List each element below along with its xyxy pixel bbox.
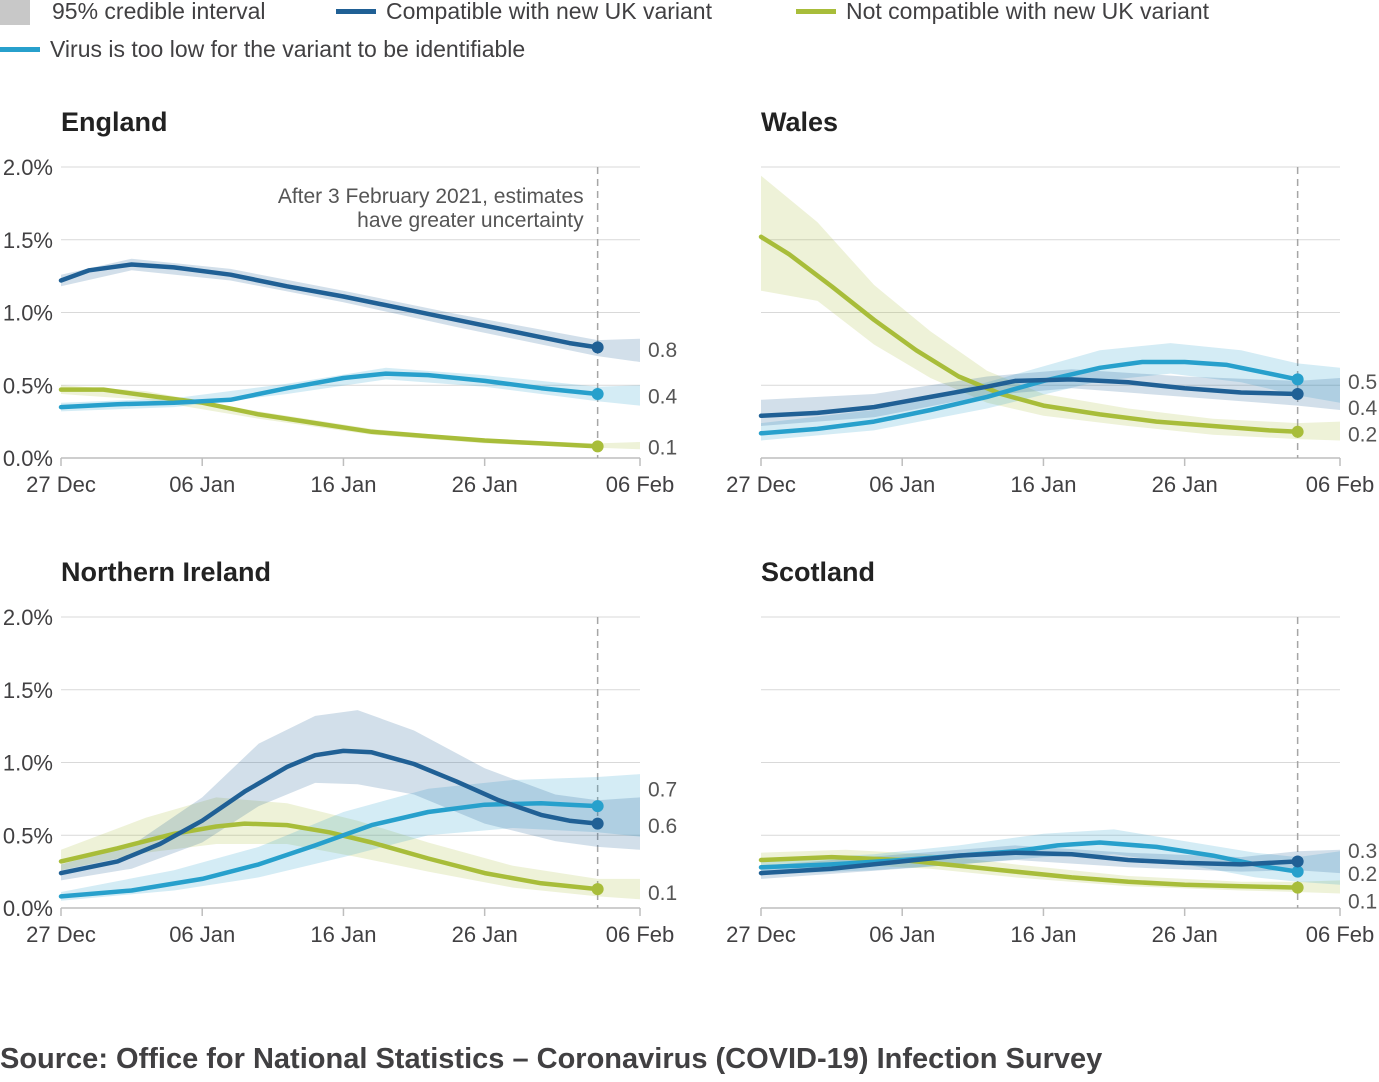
panel-england: England 0.0% 0.5% 1.0% 1.5% 2.0% 27 Dec 06 Jan 1… [3, 107, 678, 497]
y-tick-label: 0.5% [3, 373, 53, 398]
x-tick-label: 26 Jan [1152, 472, 1218, 497]
compatible-band [61, 710, 640, 881]
y-tick-label: 2.0% [3, 605, 53, 630]
end-value-label: 0.5 [1348, 371, 1377, 394]
not-compatible-line [58, 387, 600, 449]
compatible-line [758, 377, 1300, 419]
panel-wales: Wales 27 Dec 06 Jan 16 Jan 26 Jan 06 Feb 0.5 0.… [726, 107, 1377, 497]
end-value-label: 0.8 [648, 339, 677, 362]
x-tick-label: 06 Feb [1306, 922, 1375, 947]
end-value-label: 0.1 [648, 882, 677, 905]
too-low-line [58, 371, 600, 410]
too-low-end-point [591, 387, 604, 400]
too-low-line [758, 840, 1300, 874]
end-value-label: 0.6 [648, 815, 677, 838]
panel-title: Scotland [761, 557, 875, 587]
not-compatible-end-point [1291, 425, 1304, 438]
x-tick-label: 27 Dec [26, 922, 96, 947]
x-tick-label: 26 Jan [1152, 922, 1218, 947]
not-compatible-end-point [591, 440, 604, 453]
x-tick-label: 16 Jan [310, 922, 376, 947]
compatible-band [761, 845, 1340, 879]
credible-interval-swatch [0, 0, 30, 25]
compatible-swatch [336, 9, 376, 14]
compatible-end-point [591, 817, 604, 830]
compatible-line [58, 748, 600, 876]
compatible-line [758, 850, 1300, 876]
legend-item-too-low: Virus is too low for the variant to be i… [0, 36, 525, 63]
too-low-band [761, 829, 1340, 885]
annotation-text: have greater uncertainty [357, 209, 584, 232]
end-value-label: 0.1 [648, 436, 677, 459]
compatible-band [61, 258, 640, 362]
too-low-end-point [1291, 373, 1304, 386]
y-tick-label: 0.5% [3, 823, 53, 848]
not-compatible-end-point [1291, 881, 1304, 894]
legend: 95% credible interval Compatible with ne… [0, 0, 1379, 70]
x-tick-label: 16 Jan [310, 472, 376, 497]
source-note: Source: Office for National Statistics –… [0, 1043, 1103, 1075]
too-low-line [58, 800, 600, 899]
end-value-label: 0.2 [1348, 423, 1377, 446]
chart-area: England 0.0% 0.5% 1.0% 1.5% 2.0% 27 Dec 06 Jan 1… [3, 107, 1378, 947]
x-tick-label: 06 Feb [1306, 472, 1375, 497]
annotation-text: After 3 February 2021, estimates [278, 185, 584, 208]
panel-title: England [61, 107, 168, 137]
legend-label: Virus is too low for the variant to be i… [50, 36, 526, 62]
legend-item-compatible: Compatible with new UK variant [336, 0, 712, 25]
x-tick-label: 27 Dec [26, 472, 96, 497]
panel-northern-ireland: Northern Ireland 0.0% 0.5% 1.0% 1.5% 2.0% 27 D… [3, 557, 677, 947]
end-value-label: 0.2 [1348, 863, 1377, 886]
legend-item-credible-interval: 95% credible interval [0, 0, 266, 25]
x-tick-label: 27 Dec [726, 922, 796, 947]
end-value-label: 0.3 [1348, 840, 1377, 863]
panel-title: Wales [761, 107, 838, 137]
too-low-end-point [1291, 865, 1304, 878]
x-tick-label: 06 Jan [869, 922, 935, 947]
x-tick-label: 06 Jan [169, 922, 235, 947]
x-tick-label: 26 Jan [452, 922, 518, 947]
compatible-line [58, 262, 600, 350]
compatible-band [761, 369, 1340, 426]
y-tick-label: 1.0% [3, 301, 53, 326]
y-tick-label: 1.5% [3, 678, 53, 703]
legend-label: Compatible with new UK variant [386, 0, 712, 24]
y-tick-label: 1.0% [3, 751, 53, 776]
too-low-line [758, 359, 1300, 436]
x-tick-label: 16 Jan [1010, 472, 1076, 497]
x-tick-label: 06 Feb [606, 922, 675, 947]
x-tick-label: 27 Dec [726, 472, 796, 497]
y-tick-label: 0.0% [3, 896, 53, 921]
not-compatible-band [761, 175, 1340, 441]
end-value-label: 0.4 [648, 385, 678, 408]
y-tick-label: 0.0% [3, 446, 53, 471]
too-low-end-point [591, 800, 604, 813]
panel-scotland: Scotland 27 Dec 06 Jan 16 Jan 26 Jan 06 Feb 0.… [726, 557, 1377, 947]
end-value-label: 0.7 [648, 779, 677, 802]
y-tick-label: 2.0% [3, 155, 53, 180]
not-compatible-line [58, 821, 600, 892]
y-tick-label: 1.5% [3, 228, 53, 253]
legend-item-not-compatible: Not compatible with new UK variant [796, 0, 1209, 25]
x-tick-label: 26 Jan [452, 472, 518, 497]
legend-label: Not compatible with new UK variant [846, 0, 1210, 24]
x-tick-label: 06 Feb [606, 472, 675, 497]
compatible-end-point [591, 341, 604, 354]
end-value-label: 0.1 [1348, 891, 1377, 914]
compatible-end-point [1291, 855, 1304, 868]
x-tick-label: 06 Jan [169, 472, 235, 497]
too-low-swatch [0, 47, 40, 52]
not-compatible-end-point [591, 883, 604, 896]
not-compatible-swatch [796, 9, 836, 14]
not-compatible-line [758, 854, 1300, 890]
x-tick-label: 06 Jan [869, 472, 935, 497]
panel-title: Northern Ireland [61, 557, 271, 587]
legend-label: 95% credible interval [52, 0, 266, 24]
x-tick-label: 16 Jan [1010, 922, 1076, 947]
compatible-end-point [1291, 387, 1304, 400]
end-value-label: 0.4 [1348, 397, 1378, 420]
